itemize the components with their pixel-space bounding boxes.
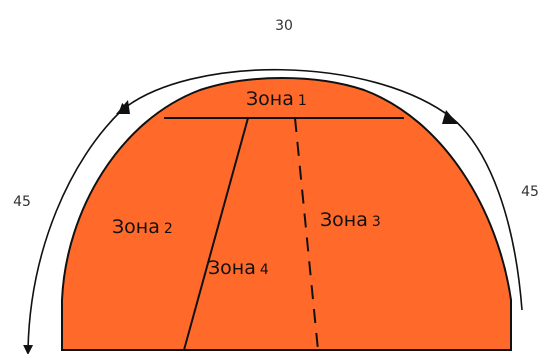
arrowhead-right-icon bbox=[442, 110, 458, 124]
zone-1-label: Зона 1 bbox=[246, 88, 307, 110]
angle-right-label: 45 bbox=[521, 184, 539, 200]
top-arc-arrow bbox=[121, 68, 453, 119]
angle-left-label: 45 bbox=[13, 194, 31, 210]
left-arc-arrow bbox=[23, 102, 130, 355]
zone-2-label: Зона 2 bbox=[112, 216, 173, 238]
zone-2-4-divider bbox=[183, 117, 249, 351]
zone-4-label: Зона 4 bbox=[208, 257, 269, 279]
zone-4-3-divider bbox=[294, 117, 319, 351]
angle-top-label: 30 bbox=[275, 18, 293, 34]
arrowhead-left-icon bbox=[116, 100, 130, 114]
right-arc-arrow bbox=[451, 117, 523, 311]
zone-3-label: Зона 3 bbox=[320, 209, 381, 231]
